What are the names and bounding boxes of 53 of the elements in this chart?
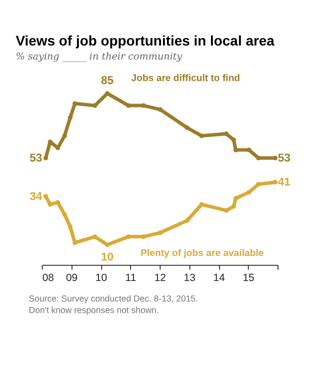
- point: [92, 103, 98, 108]
- point: [231, 204, 236, 209]
- x-tick-label: 14: [213, 273, 226, 284]
- data-label: 34: [30, 190, 43, 203]
- point: [231, 138, 236, 142]
- x-tick-label: 08: [42, 273, 54, 284]
- x-tick-label: 10: [95, 273, 108, 284]
- point: [256, 182, 261, 187]
- point: [184, 218, 190, 223]
- x-tick-label: 09: [66, 273, 78, 284]
- point: [233, 148, 238, 152]
- x-tick-label: 13: [184, 273, 196, 284]
- point: [224, 208, 229, 213]
- point: [126, 103, 131, 108]
- data-label: 85: [100, 74, 114, 87]
- point: [68, 224, 72, 229]
- point: [92, 234, 98, 239]
- x-tick-label: 11: [125, 273, 136, 284]
- point: [68, 115, 72, 120]
- point: [126, 234, 131, 239]
- data-label: 53: [30, 152, 42, 164]
- point: [256, 156, 261, 160]
- point: [199, 202, 204, 207]
- point: [48, 202, 52, 207]
- point: [141, 234, 146, 239]
- point: [104, 242, 110, 248]
- data-label: 41: [278, 176, 290, 189]
- chart-subtitle: % saying _____ in their community: [16, 51, 183, 62]
- point: [43, 194, 48, 199]
- point: [224, 131, 229, 136]
- chart-title: Views of job opportunities in local area: [16, 32, 275, 48]
- point: [62, 134, 67, 138]
- point: [184, 125, 190, 130]
- x-tick-label: 15: [242, 273, 255, 284]
- point: [62, 212, 67, 217]
- x-tick-label: 12: [154, 273, 166, 284]
- point: [141, 103, 146, 108]
- point: [246, 190, 252, 195]
- series-label: Plenty of jobs are available: [140, 248, 264, 260]
- point: [158, 230, 163, 235]
- series-label: Jobs are difficult to find: [131, 73, 240, 84]
- point: [246, 148, 252, 152]
- point: [272, 180, 278, 185]
- point: [43, 156, 48, 160]
- text: Don't know responses not shown.: [28, 304, 159, 315]
- source-note: Source: Survey conducted Dec. 8-13, 2015.: [28, 294, 198, 304]
- point: [55, 200, 60, 205]
- point: [158, 107, 163, 112]
- point: [104, 91, 110, 96]
- data-label: 53: [278, 152, 290, 164]
- data-label: 10: [100, 251, 114, 264]
- point: [233, 196, 238, 201]
- point: [199, 134, 204, 138]
